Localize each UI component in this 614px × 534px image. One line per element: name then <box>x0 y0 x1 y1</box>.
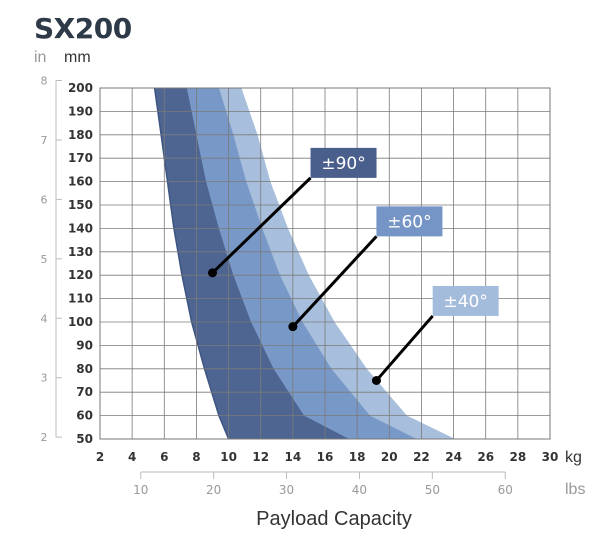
y-tick-label-mm: 190 <box>68 104 93 118</box>
leader-line-90 <box>211 176 312 274</box>
x-tick-label-kg: 28 <box>510 450 527 464</box>
area-layer <box>100 87 456 440</box>
label-box-90 <box>310 147 377 178</box>
x-tick-label-kg: 16 <box>317 450 334 464</box>
y-tick-label-mm: 100 <box>68 315 93 329</box>
y-tick-label-mm: 180 <box>68 128 93 142</box>
plot-frame <box>99 87 551 440</box>
label-box-60 <box>376 206 443 237</box>
grid-layer <box>99 87 551 440</box>
x-tick-label-kg: 12 <box>252 450 269 464</box>
x-tick-label-kg: 2 <box>96 450 104 464</box>
leader-dot-90 <box>208 268 217 278</box>
y-tick-label-in: 2 <box>41 431 48 444</box>
y-tick-label-mm: 90 <box>76 338 93 352</box>
x-tick-label-kg: 4 <box>128 450 136 464</box>
label-text-90: ±90° <box>321 154 365 174</box>
y-tick-label-mm: 110 <box>68 292 93 306</box>
x-tick-label-kg: 18 <box>349 450 366 464</box>
chart-title: SX200 <box>34 12 132 45</box>
y-tick-label-mm: 200 <box>68 81 93 95</box>
x-tick-label-lbs: 40 <box>352 483 367 497</box>
axes-layer: 50 60 70 80 90 100 110 120 130 140 150 160 170 180 190… <box>41 75 559 497</box>
y-tick-label-mm: 150 <box>68 198 93 212</box>
y-primary-unit: mm <box>64 49 91 66</box>
x-axis-title: Payload Capacity <box>256 508 412 530</box>
y-tick-label-mm: 120 <box>68 268 93 282</box>
y-tick-label-mm: 50 <box>76 432 93 446</box>
x-tick-label-lbs: 30 <box>279 483 294 497</box>
x-tick-label-lbs: 60 <box>498 483 513 497</box>
x-tick-label-lbs: 50 <box>425 483 440 497</box>
label-text-60: ±60° <box>387 212 431 232</box>
annotation-layer: ±90° ±60° ±40° <box>208 147 499 385</box>
y-tick-label-mm: 80 <box>76 362 93 376</box>
y-secondary-unit: in <box>34 49 46 66</box>
x-tick-label-kg: 20 <box>381 450 398 464</box>
x-tick-label-lbs: 10 <box>133 483 148 497</box>
label-box-40 <box>432 285 499 316</box>
leader-dot-40 <box>371 376 381 385</box>
x-tick-label-kg: 14 <box>285 450 302 464</box>
y-tick-label-mm: 70 <box>76 385 93 399</box>
x-tick-label-kg: 8 <box>192 450 200 464</box>
x-tick-label-kg: 22 <box>413 450 430 464</box>
y-tick-label-in: 4 <box>41 312 48 325</box>
y-tick-label-in: 8 <box>41 75 48 88</box>
x-tick-label-lbs: 20 <box>206 483 221 497</box>
x-tick-label-kg: 10 <box>220 450 237 464</box>
y-tick-label-mm: 160 <box>68 175 93 189</box>
y-tick-label-mm: 170 <box>68 151 93 165</box>
leader-dot-60 <box>288 322 298 332</box>
y-tick-label-mm: 60 <box>76 409 93 423</box>
label-text-40: ±40° <box>443 292 487 312</box>
x-secondary-unit: lbs <box>565 481 585 498</box>
x-tick-label-kg: 26 <box>477 450 494 464</box>
leader-line-60 <box>291 235 378 328</box>
y-tick-label-in: 7 <box>41 134 48 147</box>
y-tick-label-in: 5 <box>41 253 48 266</box>
leader-line-40 <box>375 314 434 382</box>
y-tick-label-mm: 130 <box>68 245 93 259</box>
x-tick-label-kg: 30 <box>542 450 559 464</box>
x-tick-label-kg: 24 <box>445 450 462 464</box>
y-tick-label-mm: 140 <box>68 221 93 235</box>
x-tick-label-kg: 6 <box>160 450 168 464</box>
y-tick-label-in: 3 <box>41 372 48 385</box>
x-primary-unit: kg <box>565 449 582 466</box>
y-tick-label-in: 6 <box>41 193 48 206</box>
